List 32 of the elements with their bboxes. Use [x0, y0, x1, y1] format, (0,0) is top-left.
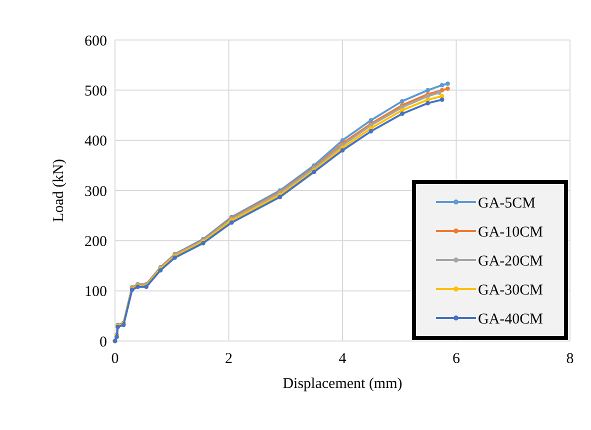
- point: [340, 148, 345, 153]
- x-axis-title: Displacement (mm): [282, 376, 402, 392]
- y-tick-label: 500: [84, 83, 107, 100]
- legend-label: GA-5CM: [478, 195, 536, 212]
- point: [440, 98, 444, 102]
- point: [400, 99, 404, 104]
- y-axis-title: Load (kN): [51, 159, 67, 222]
- y-tick-label: 100: [84, 284, 107, 300]
- legend-label: GA-20CM: [478, 253, 544, 270]
- x-tick-label: 2: [225, 351, 232, 367]
- legend-label: GA-40CM: [478, 311, 544, 328]
- x-tick-label: 8: [566, 351, 574, 367]
- point: [426, 101, 430, 106]
- x-tick-label: 0: [111, 351, 119, 367]
- point: [400, 108, 404, 112]
- y-tick-label: 600: [84, 33, 107, 50]
- legend-label: GA-30CM: [478, 282, 544, 298]
- point: [446, 86, 450, 91]
- point: [368, 129, 374, 134]
- y-tick-label: 200: [84, 234, 107, 250]
- y-tick-label: 0: [100, 334, 107, 350]
- y-tick-label: 300: [84, 184, 107, 200]
- legend-label: GA-10CM: [478, 224, 544, 240]
- x-tick-label: 6: [452, 351, 460, 367]
- point: [446, 81, 450, 86]
- point: [426, 88, 430, 92]
- y-tick-label: 400: [84, 134, 107, 150]
- point: [400, 112, 404, 116]
- point: [440, 82, 444, 88]
- x-tick-label: 4: [338, 351, 347, 367]
- point: [440, 88, 444, 92]
- point: [436, 90, 442, 95]
